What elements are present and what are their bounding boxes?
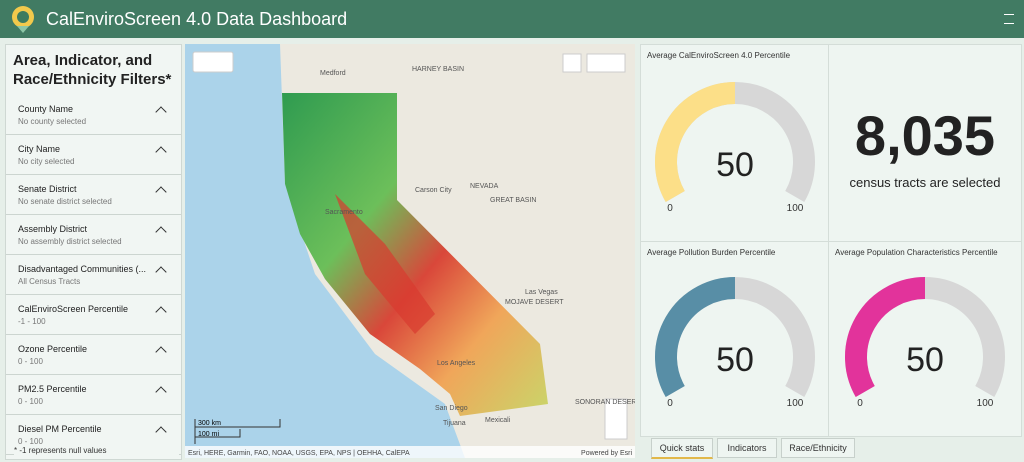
filter-name: Diesel PM Percentile	[18, 424, 102, 434]
gauges: 50 0 100 50 0 100 50 0 100	[655, 82, 1005, 409]
map-label: Las Vegas	[525, 289, 558, 296]
filter-name: County Name	[18, 104, 74, 114]
map-label: GREAT BASIN	[490, 197, 536, 204]
map-label: MOJAVE DESERT	[505, 299, 564, 306]
filter-item[interactable]: City Name No city selected	[6, 135, 181, 175]
filter-name: Assembly District	[18, 224, 88, 234]
filter-value: 0 - 100	[18, 357, 43, 366]
zoom-buttons[interactable]	[604, 398, 628, 440]
map-label: Tijuana	[443, 420, 466, 427]
map-label: SONORAN DESERT	[575, 399, 635, 406]
gauge-min: 0	[857, 398, 863, 409]
powered-by: Powered by Esri	[581, 450, 632, 457]
filter-item[interactable]: CalEnviroScreen Percentile -1 - 100	[6, 295, 181, 335]
filter-item[interactable]: Ozone Percentile 0 - 100	[6, 335, 181, 375]
filter-item[interactable]: Senate District No senate district select…	[6, 175, 181, 215]
filter-item[interactable]: PM2.5 Percentile 0 - 100	[6, 375, 181, 415]
filter-name: Disadvantaged Communities (...	[18, 264, 147, 274]
home-legend-buttons[interactable]	[586, 53, 626, 73]
card-title: Average Pollution Burden Percentile	[647, 248, 776, 257]
central-valley	[335, 194, 435, 334]
count-value: 8,035	[854, 104, 996, 167]
filter-name: PM2.5 Percentile	[18, 384, 87, 394]
filter-panel: Area, Indicator, and Race/Ethnicity Filt…	[5, 44, 182, 460]
menu-icon[interactable]	[1004, 14, 1014, 24]
filter-title: Area, Indicator, and Race/Ethnicity Filt…	[13, 52, 172, 88]
map-label: San Diego	[435, 405, 468, 412]
header: CalEnviroScreen 4.0 Data Dashboard	[0, 0, 1024, 38]
gauge-fill	[655, 82, 736, 202]
filter-item[interactable]: Disadvantaged Communities (... All Census…	[6, 255, 181, 295]
gauge-value: 50	[716, 341, 754, 379]
filter-value: No county selected	[18, 117, 87, 126]
map-label: Sacramento	[325, 209, 363, 216]
filter-value: 0 - 100	[18, 397, 43, 406]
gauge-max: 100	[787, 203, 804, 214]
filter-name: Ozone Percentile	[18, 344, 88, 354]
logo	[12, 6, 34, 33]
filter-name: CalEnviroScreen Percentile	[18, 304, 129, 314]
filter-value: -1 - 100	[18, 317, 46, 326]
basemap-button[interactable]	[192, 51, 234, 73]
scale-km: 300 km	[198, 420, 221, 427]
card: 8,035 census tracts are selected	[828, 44, 1022, 242]
filter-item[interactable]: Assembly District No assembly district se…	[6, 215, 181, 255]
filter-value: No assembly district selected	[18, 237, 122, 246]
gauge-fill	[655, 277, 736, 397]
map-label: Los Angeles	[437, 360, 476, 367]
gauge-max: 100	[977, 398, 994, 409]
gauge-value: 50	[716, 146, 754, 184]
ocean	[185, 44, 465, 458]
gauge-min: 0	[667, 203, 673, 214]
map-label: Carson City	[415, 187, 452, 194]
map-label: Mexicali	[485, 417, 511, 424]
filter-value: 0 - 100	[18, 437, 43, 446]
card-title: Average Population Characteristics Perce…	[835, 248, 998, 257]
filter-name: City Name	[18, 144, 61, 154]
map-label: Medford	[320, 70, 346, 77]
card-title: Average CalEnviroScreen 4.0 Percentile	[647, 51, 791, 60]
tab[interactable]: Race/Ethnicity	[781, 438, 855, 458]
title: CalEnviroScreen 4.0 Data Dashboard	[46, 9, 348, 29]
filter-name: Senate District	[18, 184, 77, 194]
filter-value: No city selected	[18, 157, 75, 166]
search-button[interactable]	[562, 53, 582, 73]
filter-value: No senate district selected	[18, 197, 112, 206]
gauge-value: 50	[906, 341, 944, 379]
scale-bar	[194, 419, 281, 444]
attribution-bar	[185, 446, 635, 458]
map-label: HARNEY BASIN	[412, 66, 464, 73]
filter-item[interactable]: County Name No county selected	[6, 95, 181, 135]
scale-mi: 100 mi	[198, 431, 219, 438]
count-label: census tracts are selected	[849, 175, 1001, 190]
gauge-min: 0	[667, 398, 673, 409]
filter-note: * -1 represents null values	[14, 446, 179, 455]
california	[282, 93, 548, 416]
gauge-max: 100	[787, 398, 804, 409]
gauge-fill	[845, 277, 926, 397]
attribution: Esri, HERE, Garmin, FAO, NOAA, USGS, EPA…	[188, 450, 410, 457]
tab[interactable]: Indicators	[717, 438, 777, 458]
map: 300 km 100 mi Esri, HERE, Garmin, FAO, N…	[185, 44, 635, 458]
filter-value: All Census Tracts	[18, 277, 81, 286]
map-label: NEVADA	[470, 183, 499, 190]
tab[interactable]: Quick stats	[651, 438, 713, 459]
